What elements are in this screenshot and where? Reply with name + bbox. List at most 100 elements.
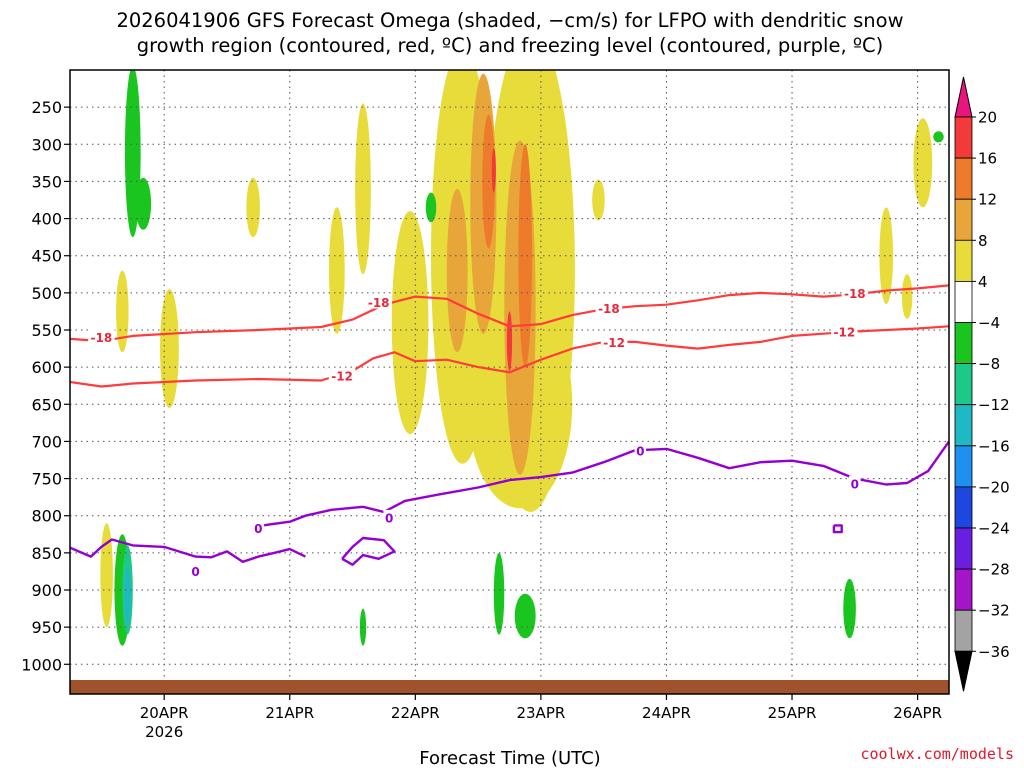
colorbar-label-9: −20: [978, 478, 1010, 496]
contour-dgz-minus18-label-0: -18: [91, 331, 113, 345]
credit-link[interactable]: coolwx.com/models: [860, 745, 1014, 763]
chart-title-line-2: growth region (contoured, red, ºC) and f…: [137, 34, 884, 57]
freezing-level-label-bg-0: [189, 563, 202, 578]
colorbar-band-2: [954, 198, 973, 241]
colorbar-label-5: −4: [978, 314, 1000, 332]
x-tick-label-24APR: 24APR: [642, 704, 691, 722]
contour-dgz-minus18-label-3: -18: [844, 287, 866, 301]
colorbar-label-13: −36: [978, 643, 1010, 661]
freezing-level-label-3: 0: [636, 445, 644, 459]
y-tick-label-450: 450: [31, 247, 62, 266]
omega-blob-1: [116, 270, 129, 353]
ground-surface: [70, 680, 949, 694]
contour-dgz-minus12-label-bg-0: [328, 368, 356, 383]
x-tick-label-20APR: 20APR: [140, 704, 189, 722]
plot-frame: [69, 69, 950, 695]
freezing-level-segment-2: [341, 536, 396, 566]
omega-blob-33: [933, 131, 944, 143]
colorbar-band-4: [954, 280, 973, 323]
contour-dgz-minus18-label-2: -18: [598, 302, 620, 316]
freezing-level-label-bg-1: [252, 520, 265, 535]
y-tick-label-250: 250: [31, 98, 62, 117]
y-tick-label-300: 300: [31, 135, 62, 154]
x-tick-year-label: 2026: [145, 723, 183, 741]
freezing-level-segment-3: [832, 524, 843, 534]
colorbar-label-11: −28: [978, 561, 1010, 579]
y-axis: 250 300 350 400 450 500 550 600 650 700 750 800 850 9…: [21, 98, 70, 674]
colorbar-band-5: [954, 322, 973, 364]
chart-title-line-1: 2026041906 GFS Forecast Omega (shaded, −…: [116, 9, 903, 32]
freezing-level-label-4: 0: [851, 477, 859, 491]
y-tick-label-650: 650: [31, 395, 62, 414]
y-tick-label-500: 500: [31, 284, 62, 303]
omega-blob-4: [328, 207, 345, 334]
contour-dgz-minus12-label-bg-1: [600, 334, 628, 349]
y-tick-label-1000: 1000: [21, 655, 62, 674]
contour-dgz-minus18-label-bg-3: [841, 285, 869, 300]
colorbar-top-arrow: [954, 76, 973, 118]
x-tick-label-21APR: 21APR: [265, 704, 314, 722]
contour-dgz-minus12-label-0: -12: [331, 370, 353, 384]
freezing-level-label-2: 0: [385, 511, 393, 525]
y-tick-label-800: 800: [31, 507, 62, 526]
colorbar-label-4: 4: [978, 273, 988, 291]
omega-blob-13: [901, 274, 913, 319]
omega-shading: [100, 70, 944, 646]
omega-blob-18: [446, 188, 468, 353]
omega-blob-6: [391, 211, 429, 434]
contour-dgz-minus18-label-bg-2: [595, 300, 623, 315]
colorbar-label-6: −8: [978, 355, 1000, 373]
colorbar-band-10: [954, 527, 973, 570]
contour-dgz-minus18-label-bg-1: [365, 294, 392, 309]
omega-blob-10: [592, 179, 605, 221]
y-tick-label-550: 550: [31, 321, 62, 340]
colorbar-band-3: [954, 239, 973, 282]
colorbar-label-3: 8: [978, 232, 988, 250]
x-tick-label-25APR: 25APR: [768, 704, 817, 722]
contour-dgz-minus18-label-1: -18: [368, 296, 390, 310]
omega-blob-27: [124, 567, 131, 628]
colorbar-label-8: −16: [978, 437, 1010, 455]
contour-lines: -18 -18 -18 -18 -12 -12 -12 0 0 0 0 0: [70, 284, 949, 579]
colorbar-label-0: 20: [978, 109, 997, 127]
omega-blob-0: [100, 523, 113, 628]
colorbar-band-7: [954, 404, 973, 447]
colorbar-label-2: 12: [978, 191, 997, 209]
colorbar-label-12: −32: [978, 602, 1010, 620]
x-axis-label: Forecast Time (UTC): [419, 748, 600, 768]
colorbar-label-10: −24: [978, 520, 1010, 538]
colorbar-band-9: [954, 486, 973, 529]
freezing-level-label-bg-3: [634, 443, 647, 458]
omega-blob-28: [425, 192, 437, 223]
freezing-level-label-0: 0: [191, 565, 199, 579]
omega-blob-5: [355, 103, 371, 275]
omega-blob-11: [913, 118, 933, 208]
omega-blob-20: [518, 144, 532, 368]
contour-dgz-minus18: [70, 284, 949, 343]
y-tick-label-900: 900: [31, 581, 62, 600]
colorbar-band-12: [954, 609, 973, 652]
colorbar-band-6: [954, 363, 973, 406]
contour-dgz-minus12: [70, 325, 949, 388]
colorbar-band-8: [954, 445, 973, 488]
x-tick-label-23APR: 23APR: [516, 704, 565, 722]
colorbar-label-7: −12: [978, 396, 1010, 414]
freezing-level-label-bg-4: [849, 475, 861, 490]
omega-blob-22: [506, 311, 513, 371]
y-tick-label-400: 400: [31, 210, 62, 229]
freezing-level-segment-1: [252, 440, 949, 529]
y-tick-label-950: 950: [31, 618, 62, 637]
y-tick-label-700: 700: [31, 432, 62, 451]
freezing-level-label-bg-2: [383, 509, 395, 524]
y-tick-label-750: 750: [31, 470, 62, 489]
contour-dgz-minus12-label-1: -12: [603, 336, 625, 350]
x-tick-label-22APR: 22APR: [391, 704, 440, 722]
omega-blob-24: [135, 177, 152, 230]
y-tick-label-600: 600: [31, 358, 62, 377]
colorbar-band-1: [954, 157, 973, 200]
y-tick-label-350: 350: [31, 172, 62, 191]
plot-area: -18 -18 -18 -18 -12 -12 -12 0 0 0 0 0: [69, 69, 950, 695]
freezing-level-segment-0: [70, 538, 306, 563]
